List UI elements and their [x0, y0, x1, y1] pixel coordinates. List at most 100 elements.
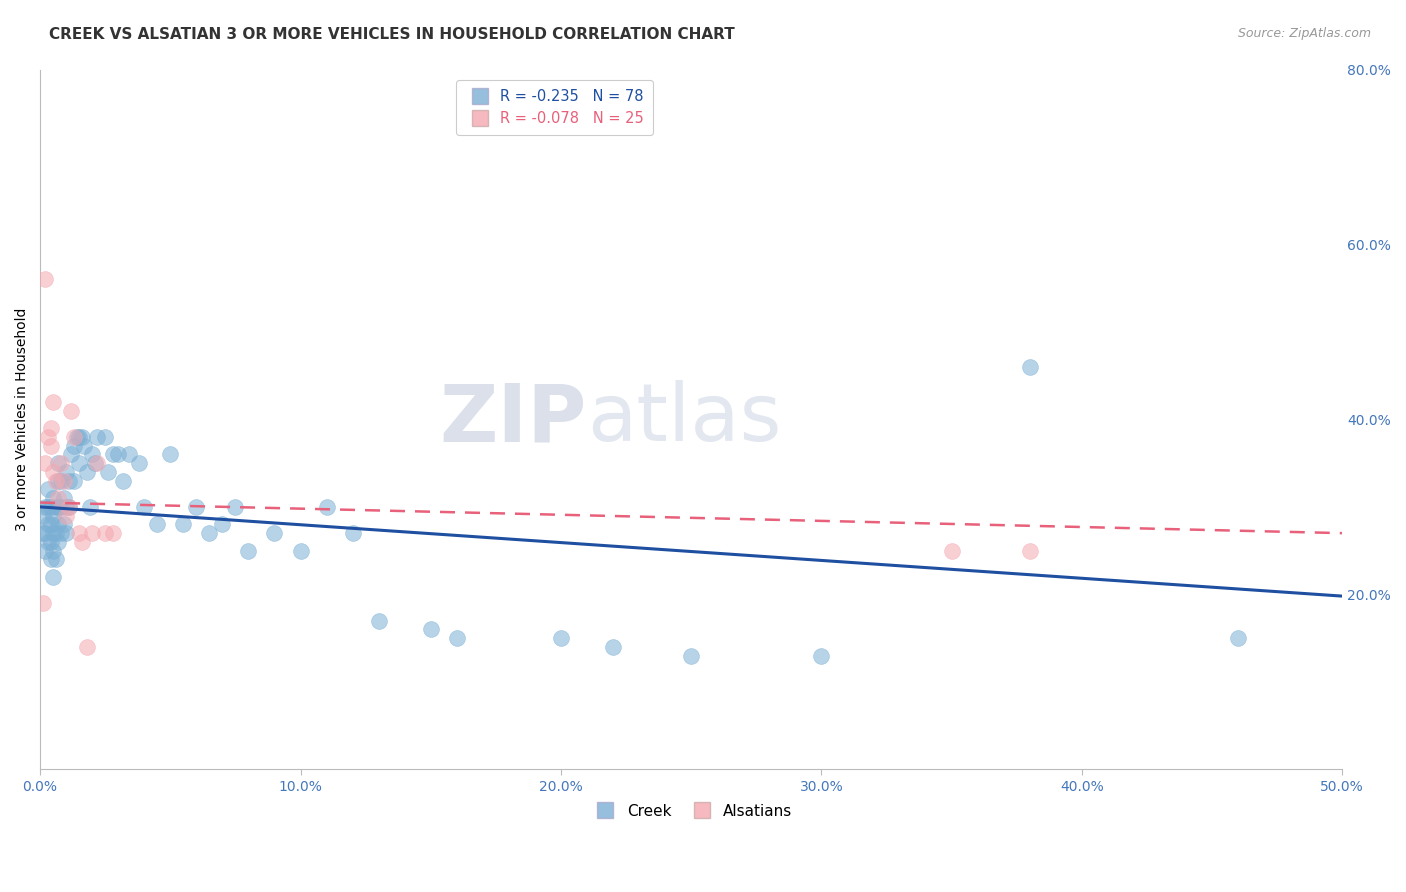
Point: [42, 508, 65, 523]
Point: [172, 517, 194, 532]
Point: [39, 421, 62, 435]
Point: [83, 456, 105, 470]
Point: [45, 552, 67, 566]
Y-axis label: 3 or more Vehicles in Household: 3 or more Vehicles in Household: [15, 308, 30, 531]
Point: [76, 465, 98, 479]
Point: [86, 430, 108, 444]
Point: [941, 543, 963, 558]
Point: [128, 456, 150, 470]
Point: [94, 526, 117, 541]
Point: [67, 526, 90, 541]
Point: [65, 430, 87, 444]
Point: [46, 456, 69, 470]
Point: [49, 474, 72, 488]
Point: [58, 500, 80, 514]
Point: [52, 491, 75, 505]
Legend: Creek, Alsatians: Creek, Alsatians: [583, 797, 799, 824]
Point: [58, 500, 80, 514]
Point: [42, 395, 65, 409]
Point: [31, 508, 53, 523]
Point: [73, 439, 96, 453]
Point: [97, 465, 120, 479]
Point: [52, 474, 75, 488]
Point: [42, 465, 65, 479]
Point: [67, 456, 90, 470]
Point: [31, 596, 53, 610]
Point: [1227, 631, 1250, 645]
Point: [63, 430, 86, 444]
Point: [37, 430, 59, 444]
Point: [52, 517, 75, 532]
Point: [42, 543, 65, 558]
Point: [315, 500, 337, 514]
Point: [224, 500, 246, 514]
Text: Source: ZipAtlas.com: Source: ZipAtlas.com: [1237, 27, 1371, 40]
Point: [101, 526, 124, 541]
Point: [46, 474, 69, 488]
Point: [55, 508, 77, 523]
Point: [39, 552, 62, 566]
Point: [446, 631, 468, 645]
Point: [810, 648, 832, 663]
Point: [34, 500, 56, 514]
Point: [1018, 543, 1040, 558]
Point: [60, 403, 83, 417]
Point: [46, 500, 69, 514]
Point: [290, 543, 312, 558]
Point: [82, 447, 104, 461]
Point: [37, 483, 59, 497]
Point: [146, 517, 169, 532]
Point: [34, 543, 56, 558]
Point: [159, 447, 181, 461]
Point: [602, 640, 624, 654]
Point: [134, 500, 156, 514]
Point: [118, 447, 141, 461]
Point: [42, 526, 65, 541]
Text: CREEK VS ALSATIAN 3 OR MORE VEHICLES IN HOUSEHOLD CORRELATION CHART: CREEK VS ALSATIAN 3 OR MORE VEHICLES IN …: [49, 27, 735, 42]
Point: [63, 439, 86, 453]
Point: [70, 534, 93, 549]
Point: [34, 272, 56, 286]
Point: [681, 648, 703, 663]
Point: [49, 526, 72, 541]
Point: [34, 456, 56, 470]
Point: [39, 500, 62, 514]
Point: [58, 474, 80, 488]
Point: [34, 526, 56, 541]
Point: [45, 526, 67, 541]
Point: [49, 456, 72, 470]
Point: [367, 614, 389, 628]
Point: [238, 543, 260, 558]
Point: [45, 474, 67, 488]
Point: [342, 526, 364, 541]
Point: [55, 465, 77, 479]
Point: [39, 534, 62, 549]
Point: [86, 456, 108, 470]
Point: [67, 430, 90, 444]
Point: [42, 570, 65, 584]
Point: [107, 447, 129, 461]
Point: [82, 526, 104, 541]
Point: [45, 500, 67, 514]
Point: [198, 526, 221, 541]
Point: [101, 447, 124, 461]
Point: [55, 526, 77, 541]
Point: [46, 534, 69, 549]
Point: [60, 447, 83, 461]
Point: [46, 517, 69, 532]
Point: [42, 491, 65, 505]
Point: [112, 474, 135, 488]
Point: [39, 517, 62, 532]
Point: [79, 500, 101, 514]
Point: [37, 500, 59, 514]
Point: [1018, 359, 1040, 374]
Point: [49, 500, 72, 514]
Point: [550, 631, 572, 645]
Point: [37, 517, 59, 532]
Point: [211, 517, 233, 532]
Text: ZIP: ZIP: [440, 380, 588, 458]
Point: [31, 526, 53, 541]
Point: [39, 439, 62, 453]
Point: [419, 623, 441, 637]
Point: [263, 526, 285, 541]
